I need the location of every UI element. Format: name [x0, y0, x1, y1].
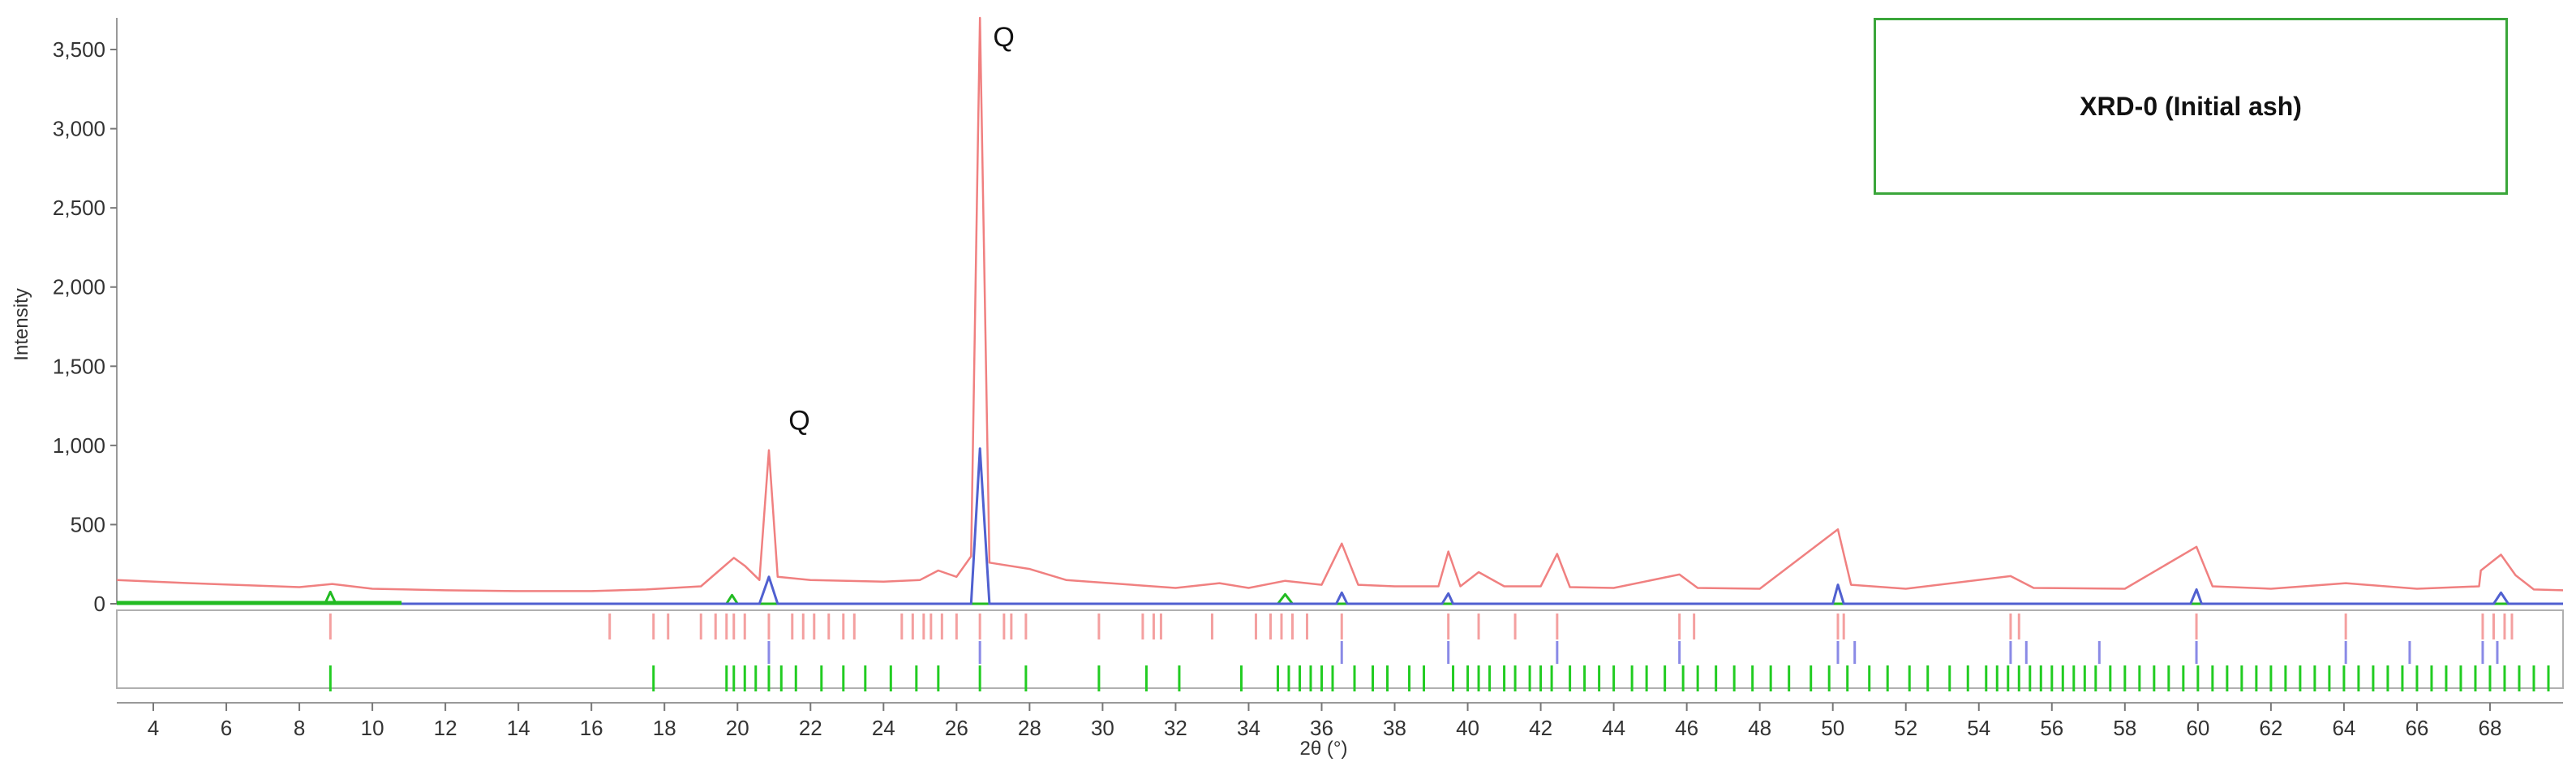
x-tick-label: 32	[1164, 716, 1187, 740]
diffraction-series	[116, 16, 2564, 605]
x-tick-label: 12	[434, 716, 457, 740]
marker-panel-frame	[116, 609, 2564, 689]
x-tick-label: 56	[2040, 716, 2063, 740]
x-tick-label: 60	[2186, 716, 2209, 740]
x-tick-label: 64	[2332, 716, 2355, 740]
series-line-0	[116, 16, 2564, 592]
y-tick-label: 3,000	[53, 117, 105, 141]
y-tick-label: 1,000	[53, 433, 105, 458]
peak-annotation: Q	[788, 405, 809, 436]
y-tick-label: 500	[71, 512, 105, 536]
x-tick-label: 52	[1894, 716, 1917, 740]
x-tick-label: 30	[1091, 716, 1114, 740]
y-tick-label: 2,500	[53, 196, 105, 220]
x-tick-label: 34	[1237, 716, 1260, 740]
y-axis: 0 500 1,000 1,500 2,000 2,500 3,000 3,500	[53, 37, 117, 616]
x-tick-label: 16	[580, 716, 603, 740]
x-tick-label: 38	[1383, 716, 1406, 740]
x-tick-label: 20	[726, 716, 749, 740]
legend-label: XRD-0 (Initial ash)	[2080, 91, 2302, 121]
x-tick-label: 54	[1967, 716, 1990, 740]
x-tick-label: 24	[872, 716, 895, 740]
phase-marker-rows	[328, 614, 2550, 691]
y-tick-label: 3,500	[53, 37, 105, 62]
x-tick-label: 66	[2405, 716, 2428, 740]
peak-annotations: QQ	[788, 22, 1015, 436]
x-tick-label: 42	[1529, 716, 1552, 740]
x-tick-label: 40	[1456, 716, 1479, 740]
x-axis-title: 2θ (°)	[1300, 738, 1348, 760]
x-tick-label: 50	[1821, 716, 1844, 740]
x-tick-label: 26	[945, 716, 968, 740]
y-tick-label: 1,500	[53, 354, 105, 378]
x-tick-label: 48	[1748, 716, 1771, 740]
x-tick-label: 68	[2479, 716, 2502, 740]
legend-box: XRD-0 (Initial ash)	[1874, 18, 2508, 195]
x-tick-label: 4	[148, 716, 159, 740]
x-tick-label: 22	[799, 716, 822, 740]
x-tick-label: 14	[507, 716, 530, 740]
x-axis: 4 6 8 10 12 14 16 18 20 22 24 26 28 30 32 34 36 38 40 42 44 4…	[148, 703, 2502, 740]
y-tick-label: 0	[94, 592, 105, 616]
x-tick-label: 10	[361, 716, 384, 740]
y-axis-title: Intensity	[11, 288, 32, 360]
peak-annotation: Q	[993, 22, 1014, 53]
x-tick-label: 18	[653, 716, 676, 740]
x-tick-label: 44	[1602, 716, 1625, 740]
y-tick-label: 2,000	[53, 275, 105, 299]
x-tick-label: 36	[1310, 716, 1333, 740]
x-tick-label: 6	[221, 716, 232, 740]
x-tick-label: 28	[1018, 716, 1041, 740]
x-tick-label: 8	[294, 716, 305, 740]
series-line-1	[117, 447, 2563, 605]
series-line-2	[117, 590, 2563, 605]
x-tick-label: 62	[2259, 716, 2282, 740]
x-tick-label: 58	[2113, 716, 2136, 740]
x-tick-label: 46	[1675, 716, 1698, 740]
